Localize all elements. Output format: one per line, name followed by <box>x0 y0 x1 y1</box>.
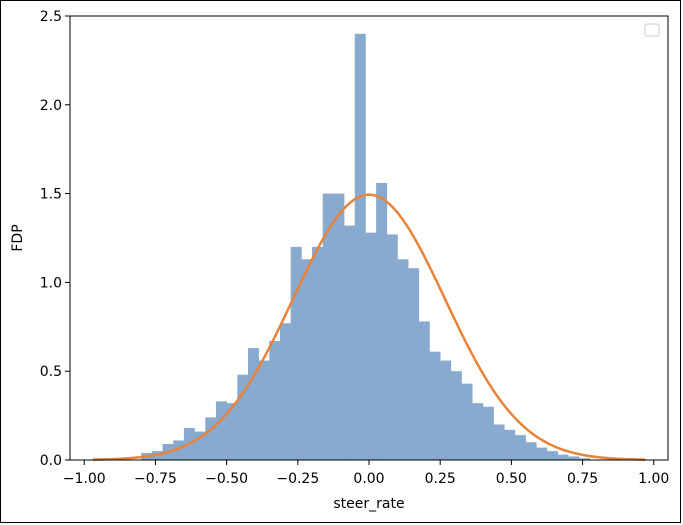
histogram-bar <box>344 225 356 460</box>
histogram-bar <box>397 259 409 460</box>
histogram-bar <box>546 451 558 460</box>
y-axis: 0.0 0.5 1.0 1.5 2.0 2.5 <box>40 9 70 469</box>
histogram-bar <box>205 417 217 460</box>
histogram-bar <box>354 33 366 460</box>
histogram-bar <box>461 383 473 460</box>
histogram-bar <box>237 374 249 460</box>
x-tick-label: −0.75 <box>134 471 177 487</box>
histogram-bar <box>280 323 291 460</box>
y-tick-label: 0.5 <box>40 364 62 380</box>
histogram-bars <box>141 33 590 460</box>
histogram-bar <box>301 259 313 460</box>
x-tick-label: 1.00 <box>638 471 669 487</box>
density-curve <box>92 193 646 461</box>
histogram-bar <box>226 403 238 460</box>
histogram-bar <box>514 435 526 460</box>
x-axis: −1.00 −0.75 −0.50 −0.25 0.00 0.25 0.50 0.75 1.00 <box>63 460 669 487</box>
histogram-bar <box>333 193 345 460</box>
y-axis-label: FDP <box>10 224 26 251</box>
histogram-bar <box>269 341 281 460</box>
histogram-bar <box>322 193 334 460</box>
histogram-bar <box>472 403 484 460</box>
x-tick-label: 0.00 <box>353 471 384 487</box>
histogram-bar <box>386 234 398 460</box>
histogram-bar <box>557 454 569 460</box>
legend-box <box>644 23 660 37</box>
histogram-bar <box>579 458 590 460</box>
histogram-bar <box>247 348 259 460</box>
histogram-bar <box>504 429 516 460</box>
histogram-bar <box>493 424 505 460</box>
x-axis-label: steer_rate <box>333 496 404 512</box>
histogram-bar <box>312 246 324 460</box>
histogram-bar <box>525 442 537 460</box>
x-tick-label: −0.25 <box>276 471 319 487</box>
histogram-bar <box>173 440 185 460</box>
x-tick-label: −0.50 <box>205 471 248 487</box>
x-tick-label: −1.00 <box>63 471 106 487</box>
y-tick-label: 2.5 <box>40 9 62 25</box>
histogram-bar <box>482 406 494 460</box>
histogram-bar <box>536 447 548 460</box>
histogram-bar <box>290 246 302 460</box>
histogram-bar <box>365 232 377 460</box>
histogram-bar <box>429 351 441 460</box>
histogram-bar <box>450 371 462 460</box>
histogram-bar <box>440 360 452 460</box>
y-tick-label: 0.0 <box>40 453 62 469</box>
x-tick-label: 0.25 <box>425 471 456 487</box>
histogram-bar <box>258 360 270 460</box>
histogram-bar <box>194 431 206 460</box>
x-tick-label: 0.50 <box>496 471 527 487</box>
y-tick-label: 2.0 <box>40 98 62 114</box>
y-tick-label: 1.0 <box>40 275 62 291</box>
histogram-bar <box>568 456 580 460</box>
y-tick-label: 1.5 <box>40 187 62 203</box>
histogram-bar <box>408 268 420 460</box>
histogram-bar <box>215 401 227 460</box>
histogram-bar <box>418 321 430 460</box>
histogram-bar <box>376 182 388 460</box>
x-tick-label: 0.75 <box>567 471 598 487</box>
